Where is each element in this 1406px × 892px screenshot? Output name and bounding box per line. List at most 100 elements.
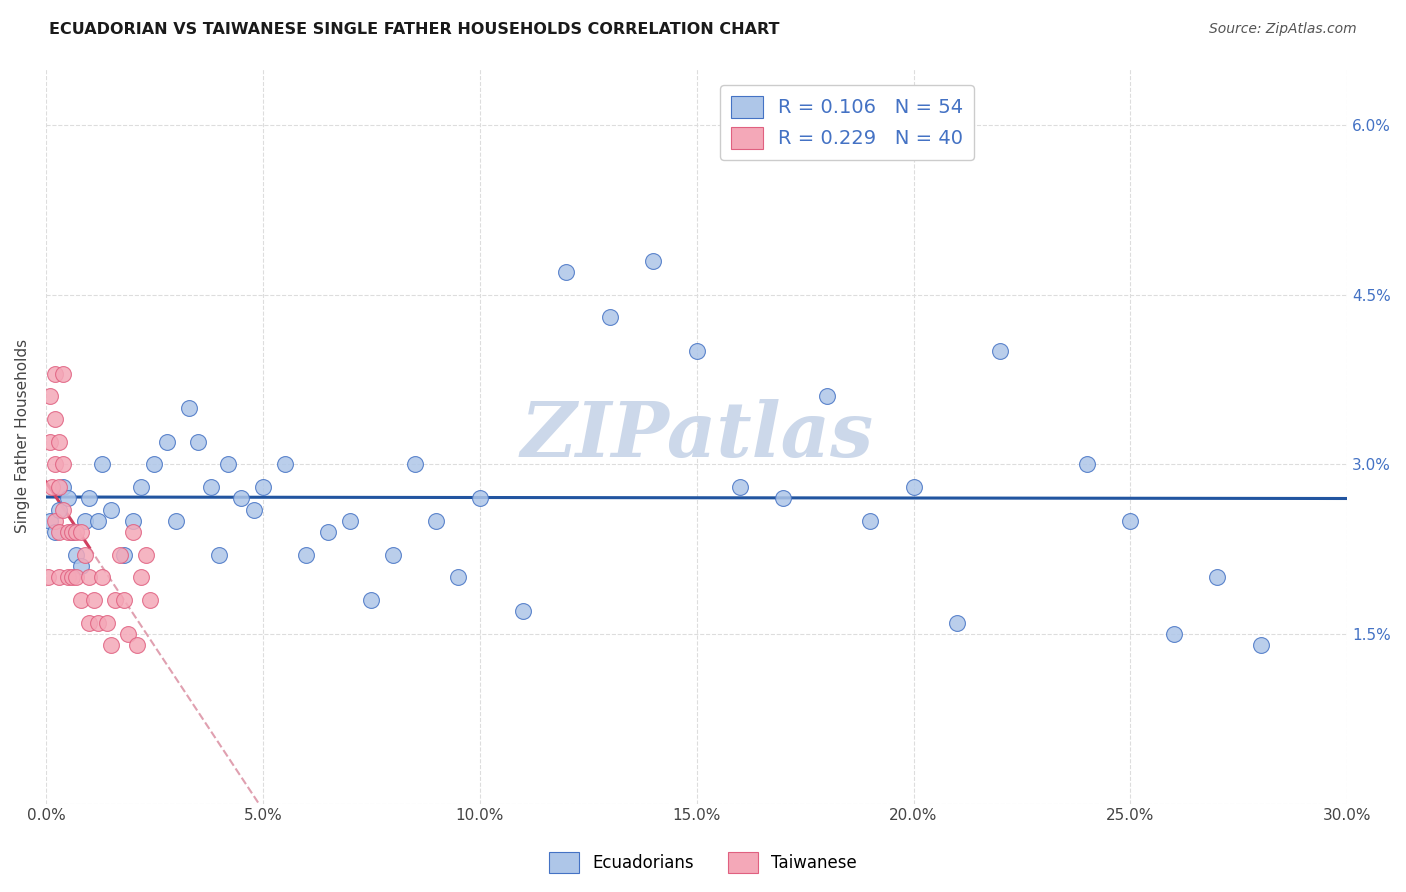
Point [231, 491, 253, 506]
Point [73, 514, 96, 528]
Point [44, 525, 66, 540]
Point [100, 638, 122, 652]
Point [859, 514, 882, 528]
Point [48, 502, 70, 516]
Point [52, 458, 75, 472]
Point [48, 434, 70, 449]
Point [187, 434, 209, 449]
Legend: R = 0.106   N = 54, R = 0.229   N = 40: R = 0.106 N = 54, R = 0.229 N = 40 [720, 85, 974, 160]
Point [179, 401, 201, 415]
Point [121, 525, 143, 540]
Point [404, 458, 426, 472]
Point [112, 593, 135, 607]
Point [37, 570, 59, 584]
Point [143, 458, 166, 472]
Point [56, 570, 79, 584]
Point [1119, 514, 1142, 528]
Point [69, 525, 91, 540]
Point [468, 491, 491, 506]
Point [121, 514, 143, 528]
Point [65, 570, 87, 584]
Point [48, 480, 70, 494]
Point [44, 514, 66, 528]
Point [65, 525, 87, 540]
Point [65, 548, 87, 562]
Point [243, 502, 266, 516]
Point [125, 638, 148, 652]
Point [139, 593, 162, 607]
Point [39, 514, 62, 528]
Point [252, 480, 274, 494]
Point [91, 570, 114, 584]
Point [295, 548, 318, 562]
Point [39, 389, 62, 403]
Point [117, 627, 139, 641]
Point [52, 480, 75, 494]
Point [156, 434, 179, 449]
Point [685, 344, 707, 359]
Point [131, 570, 153, 584]
Text: Source: ZipAtlas.com: Source: ZipAtlas.com [1209, 22, 1357, 37]
Point [946, 615, 969, 630]
Point [69, 593, 91, 607]
Point [44, 412, 66, 426]
Point [339, 514, 361, 528]
Point [56, 525, 79, 540]
Point [447, 570, 470, 584]
Point [903, 480, 925, 494]
Point [48, 570, 70, 584]
Point [1076, 458, 1098, 472]
Point [131, 480, 153, 494]
Point [91, 458, 114, 472]
Point [643, 253, 665, 268]
Point [48, 525, 70, 540]
Point [1250, 638, 1272, 652]
Point [52, 502, 75, 516]
Point [41, 480, 63, 494]
Point [108, 548, 131, 562]
Point [104, 593, 127, 607]
Point [382, 548, 405, 562]
Point [87, 514, 110, 528]
Point [112, 548, 135, 562]
Point [73, 548, 96, 562]
Point [69, 559, 91, 574]
Point [79, 570, 101, 584]
Point [599, 310, 621, 325]
Point [273, 458, 295, 472]
Point [316, 525, 339, 540]
Text: ECUADORIAN VS TAIWANESE SINGLE FATHER HOUSEHOLDS CORRELATION CHART: ECUADORIAN VS TAIWANESE SINGLE FATHER HO… [49, 22, 780, 37]
Point [79, 491, 101, 506]
Point [555, 265, 578, 279]
Point [83, 593, 105, 607]
Point [52, 367, 75, 381]
Point [87, 615, 110, 630]
Point [135, 548, 157, 562]
Legend: Ecuadorians, Taiwanese: Ecuadorians, Taiwanese [543, 846, 863, 880]
Point [200, 480, 222, 494]
Point [988, 344, 1011, 359]
Point [60, 525, 83, 540]
Point [60, 525, 83, 540]
Point [60, 570, 83, 584]
Point [96, 615, 118, 630]
Point [1163, 627, 1185, 641]
Point [208, 548, 231, 562]
Point [815, 389, 838, 403]
Y-axis label: Single Father Households: Single Father Households [15, 339, 30, 533]
Point [44, 367, 66, 381]
Point [44, 458, 66, 472]
Point [165, 514, 187, 528]
Point [1206, 570, 1229, 584]
Point [728, 480, 751, 494]
Point [360, 593, 382, 607]
Point [512, 604, 534, 618]
Point [100, 502, 122, 516]
Point [79, 615, 101, 630]
Point [217, 458, 239, 472]
Point [772, 491, 794, 506]
Point [425, 514, 447, 528]
Point [39, 434, 62, 449]
Point [56, 491, 79, 506]
Text: ZIPatlas: ZIPatlas [520, 399, 873, 473]
